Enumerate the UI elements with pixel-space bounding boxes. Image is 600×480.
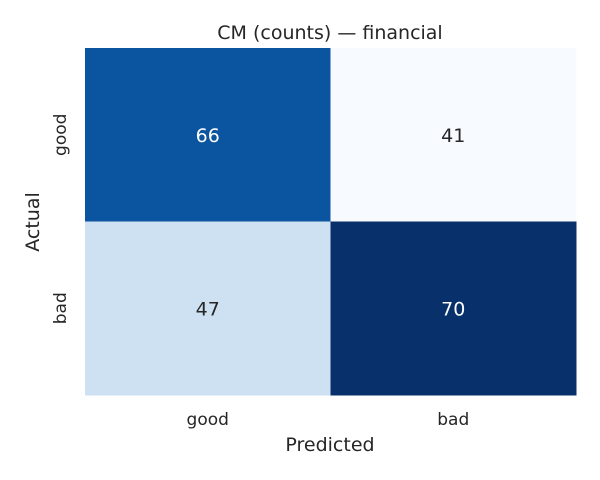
x-tick-labels: good bad (187, 410, 470, 430)
heatmap-cell-good-good (85, 48, 331, 222)
y-axis-label: Actual (22, 192, 44, 252)
y-tick-label: good (51, 114, 71, 156)
heatmap-cells: 66 41 47 70 (85, 48, 577, 396)
heatmap-cell-good-bad (330, 48, 577, 222)
heatmap-cell-bad-bad (330, 221, 577, 396)
cell-value-label: 41 (441, 125, 465, 147)
x-tick-label: bad (437, 410, 469, 430)
cell-value-label: 66 (196, 125, 220, 147)
chart-title: CM (counts) — financial (217, 22, 442, 44)
x-tick-label: good (187, 410, 229, 430)
cell-value-label: 47 (196, 298, 220, 320)
x-axis-label: Predicted (285, 434, 374, 456)
y-tick-label: bad (51, 292, 71, 324)
y-tick-labels: good bad (51, 114, 71, 325)
cell-value-label: 70 (441, 298, 465, 320)
heatmap-cell-bad-good (85, 221, 331, 396)
